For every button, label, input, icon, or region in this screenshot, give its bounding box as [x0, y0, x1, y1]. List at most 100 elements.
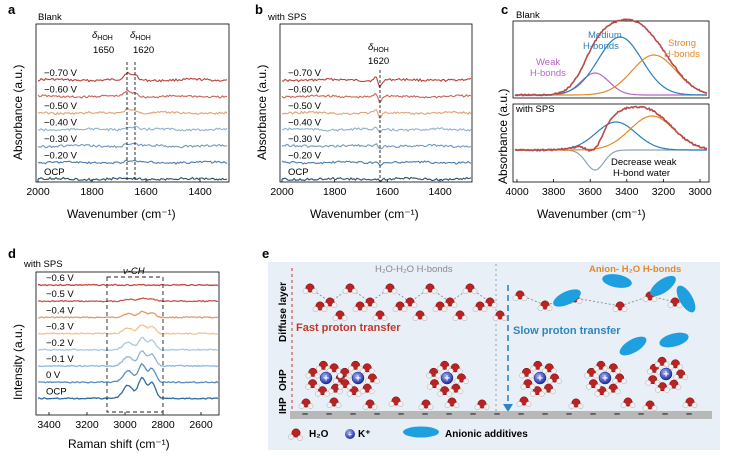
- legend-k-icon: +: [345, 429, 355, 439]
- svg-text:+: +: [348, 430, 353, 439]
- water-chain: [309, 287, 676, 307]
- electrode-surface: [290, 411, 712, 419]
- water-left-2: [342, 283, 358, 295]
- anion-1: [602, 274, 632, 288]
- surface-charge-6: –: [446, 408, 452, 420]
- water-left-low-8: [472, 301, 488, 313]
- panel-label-a: a: [8, 2, 16, 17]
- ihp-water-7: [516, 396, 532, 408]
- water-left-low-9: [492, 310, 508, 322]
- hydration-water-2-4: [426, 367, 441, 379]
- anionic-additives: [553, 274, 696, 356]
- legend-h2o-label: H₂O: [309, 429, 329, 440]
- hydration-water-2-0: [454, 373, 469, 385]
- svg-text:+: +: [663, 370, 669, 381]
- svg-text:+: +: [602, 374, 608, 385]
- x-ticks-b: 2000 1800 1600 1400: [270, 179, 452, 198]
- b-trace-label-4: −0.30 V: [288, 134, 322, 145]
- panel-a: a Blank 2000 1800 1600 1400 −0.70 V−0.60 V−…: [8, 2, 230, 221]
- panel-label-d: d: [8, 246, 16, 261]
- d-trace-6: [37, 362, 219, 384]
- right-title: Anion- H₂O H-bonds: [589, 264, 681, 275]
- a-tick-label-1: 1800: [80, 186, 104, 198]
- total-fit-top: [514, 18, 708, 97]
- surface-charge-4: –: [398, 408, 404, 420]
- peak-label-1620: δHOH: [130, 30, 151, 42]
- a-trace-6: [37, 176, 228, 182]
- d-trace-5: [37, 350, 219, 368]
- d-trace-4: [37, 336, 219, 352]
- water-left-3: [362, 297, 378, 309]
- d-trace-3: [37, 324, 219, 335]
- strong-hbond-label: Strong H-bonds: [664, 38, 700, 60]
- water-molecules: [298, 283, 698, 412]
- surface-charge-9: –: [518, 408, 524, 420]
- k-cation-5: +: [659, 367, 673, 381]
- hydration-water-3-2: [529, 386, 545, 397]
- b-trace-0: [281, 76, 472, 89]
- ihp-water-9: [620, 397, 636, 409]
- b-trace-2: [281, 109, 472, 119]
- x-ticks-c: 4000 3800 3600 3400 3200 3000: [505, 179, 712, 198]
- y-axis-title-a: Absorbance (a.u.): [11, 65, 25, 160]
- a-trace-5: [37, 159, 228, 165]
- hydration-water-4-2: [594, 386, 610, 397]
- panel-label-e: e: [262, 246, 269, 261]
- x-ticks-a: 2000 1800 1600 1400: [26, 179, 212, 198]
- decrease-weak-note: Decrease weak H-bond water: [611, 157, 677, 179]
- hydration-water-4-6: [606, 363, 621, 374]
- hydration-water-5-0: [673, 369, 688, 381]
- trace-group-d: −0.6 V −0.5 V −0.4 V −0.3 V −0.2 V −0.1 V 0 V O…: [37, 273, 219, 400]
- k-cations: + + + + + +: [319, 367, 673, 385]
- b-trace-label-0: −0.70 V: [288, 68, 322, 79]
- legend-anion-label: Anionic additives: [445, 429, 528, 440]
- x-ticks-d: 3400 3200 3000 2800 2600: [37, 412, 213, 431]
- ihp-water-6: [474, 399, 490, 411]
- d-tick-label-3: 2800: [151, 419, 175, 431]
- water-left-low-4: [392, 301, 408, 313]
- water-right-5: [667, 297, 683, 309]
- legend-h2o-icon: [288, 428, 303, 441]
- c-tick-label-2: 3600: [579, 186, 603, 198]
- fast-transfer-label: Fast proton transfer: [296, 322, 401, 334]
- svg-text:+: +: [444, 374, 450, 385]
- water-left-1: [322, 297, 338, 309]
- ihp-water-3: [388, 396, 404, 408]
- medium-hbond-label: Medium H-bonds: [583, 30, 622, 52]
- hydration-water-1-4: [337, 367, 353, 379]
- d-trace-label-6: 0 V: [46, 370, 61, 381]
- water-left-low-1: [332, 310, 348, 322]
- svg-text:+: +: [537, 374, 543, 385]
- c-tick-label-3: 3400: [615, 186, 639, 198]
- b-trace-1: [281, 92, 472, 104]
- condition-label-d: with SPS: [23, 259, 63, 270]
- ihp-label: IHP: [278, 397, 289, 414]
- water-right-3: [612, 301, 628, 313]
- hydration-water-5-3: [645, 375, 661, 386]
- hydration-water-4-4: [584, 367, 599, 379]
- d-trace-label-5: −0.1 V: [46, 354, 74, 365]
- diffuse-layer-label: Diffuse layer: [278, 282, 289, 342]
- panel-c: c Blank with SPS 4000 3800 3600 3400 3200 300…: [496, 2, 712, 221]
- d-trace-label-1: −0.5 V: [46, 289, 74, 300]
- condition-label-b: with SPS: [267, 12, 307, 23]
- ihp-water-8: [568, 398, 584, 410]
- hydration-water-0-4: [305, 367, 321, 379]
- peak-value-b: 1620: [368, 56, 389, 67]
- surface-charge-3: –: [374, 408, 380, 420]
- water-left-5: [402, 297, 418, 309]
- hydration-water-5-6: [668, 359, 683, 370]
- panel-label-c: c: [501, 2, 508, 17]
- hydration-water-1-6: [359, 363, 375, 374]
- y-axis-title-b: Absorbance (a.u.): [255, 65, 269, 160]
- ihp-water-10: [642, 400, 658, 412]
- d-trace-0: [37, 283, 219, 287]
- a-tick-label-3: 1400: [188, 186, 212, 198]
- right-hbond-chain: [519, 294, 676, 307]
- d-trace-label-7: OCP: [46, 386, 67, 397]
- surface-charge-10: –: [542, 408, 548, 420]
- water-left-low-7: [452, 310, 468, 322]
- slow-transfer-label: Slow proton transfer: [513, 325, 621, 337]
- panel-d: d with SPS 3400 3200 3000 2800 2600 −0.6 V−0…: [8, 246, 220, 451]
- hydration-water-5-5: [654, 356, 670, 368]
